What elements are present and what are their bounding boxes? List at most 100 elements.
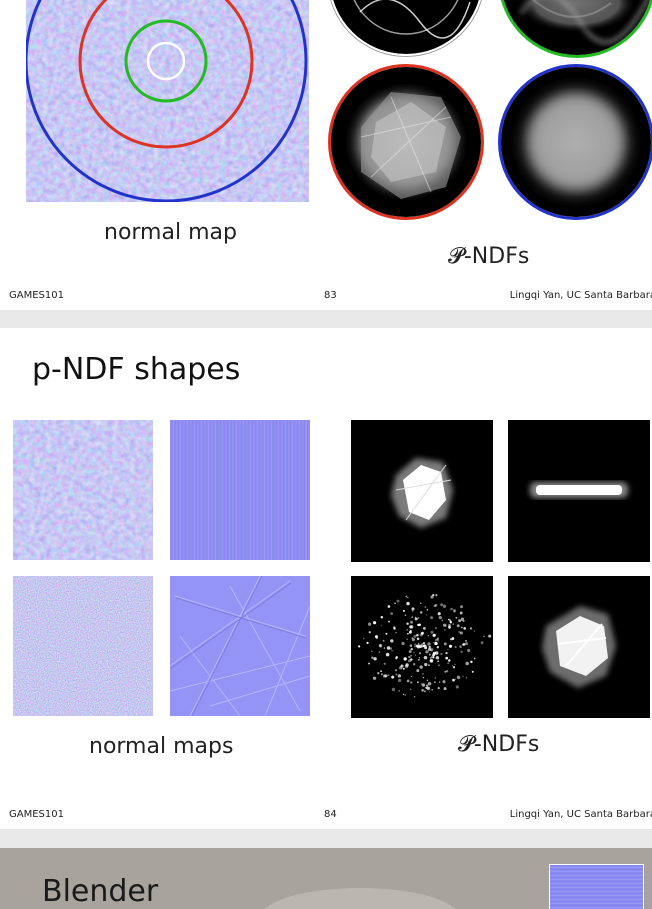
glint [428,646,432,649]
glint [434,681,436,683]
glint [442,604,447,608]
glint [410,681,413,684]
glint [442,680,446,684]
glint [411,638,415,642]
glint [416,637,420,641]
glint [455,678,457,680]
glint [383,647,386,649]
glint [421,642,423,645]
glint [391,650,393,652]
glint [420,631,424,635]
glint [426,608,429,611]
glint [419,652,421,655]
glint [429,657,432,659]
glint [401,641,405,646]
footer-course: GAMES101 [9,809,64,820]
glint [431,688,433,691]
glint [374,635,378,639]
glint [409,625,413,629]
ring-red [78,0,254,149]
glint [452,666,456,669]
glint [410,654,412,657]
glint [430,616,434,620]
glint [432,633,436,637]
glint [440,652,443,656]
glint [420,683,422,685]
glint [438,615,442,620]
glint [398,690,401,692]
glint [440,603,443,606]
caption-normal-maps: normal maps [89,734,234,759]
glint [378,644,383,648]
glint [395,656,398,659]
pndf-circle-red [328,64,484,220]
glint [417,617,420,619]
glint [428,664,430,666]
glint [409,644,413,647]
glint [406,638,408,640]
glint [406,679,410,683]
glint [462,619,465,623]
pndf-circle-white [328,0,484,56]
glint [387,674,390,677]
glint [445,670,449,673]
glint [373,621,377,625]
glint [429,659,434,663]
glint [407,596,409,599]
glint [458,619,462,623]
glint [397,674,402,678]
glint [367,622,372,626]
glint [378,651,381,653]
ring-white [146,41,186,81]
glint [432,653,436,657]
glint [417,642,420,645]
glint [393,626,396,629]
glint [425,650,429,654]
glint [467,648,471,653]
footer-course: GAMES101 [9,290,64,301]
glint [380,670,382,672]
slide-title: p-NDF shapes [32,352,241,387]
glint [437,660,439,663]
brushed-normal-thumbnail [549,864,644,909]
glint [427,681,432,686]
glint [395,631,397,634]
glint [465,640,467,642]
footer: GAMES101 83 Lingqi Yan, UC Santa Barbara [0,290,652,304]
glint [448,624,451,627]
glint [423,644,427,647]
glint [456,675,461,680]
glint [406,622,409,625]
glint [460,605,463,609]
glint [419,645,422,648]
glint [455,616,458,619]
glint [406,601,410,606]
glint [430,630,434,634]
glint [462,675,464,677]
glint [398,666,403,670]
glint [405,663,409,667]
glint [448,644,453,648]
glint [462,643,465,646]
glint [448,618,450,621]
glint [483,635,485,638]
glint [488,634,492,638]
glint [382,674,387,678]
glint [421,683,426,687]
glint [445,656,449,660]
glint [434,627,437,630]
glint [427,642,431,646]
glint [444,671,446,673]
glint [449,621,453,624]
glint [367,662,371,665]
glint [377,672,380,675]
glint [423,655,428,660]
glint [437,686,440,690]
caption-pndfs: 𝓟-NDFs [448,244,530,269]
glint [433,604,437,608]
glint [469,627,473,630]
glint [460,650,463,654]
normal-map-brushed [170,420,310,560]
glint [473,630,475,632]
glint [383,662,386,665]
